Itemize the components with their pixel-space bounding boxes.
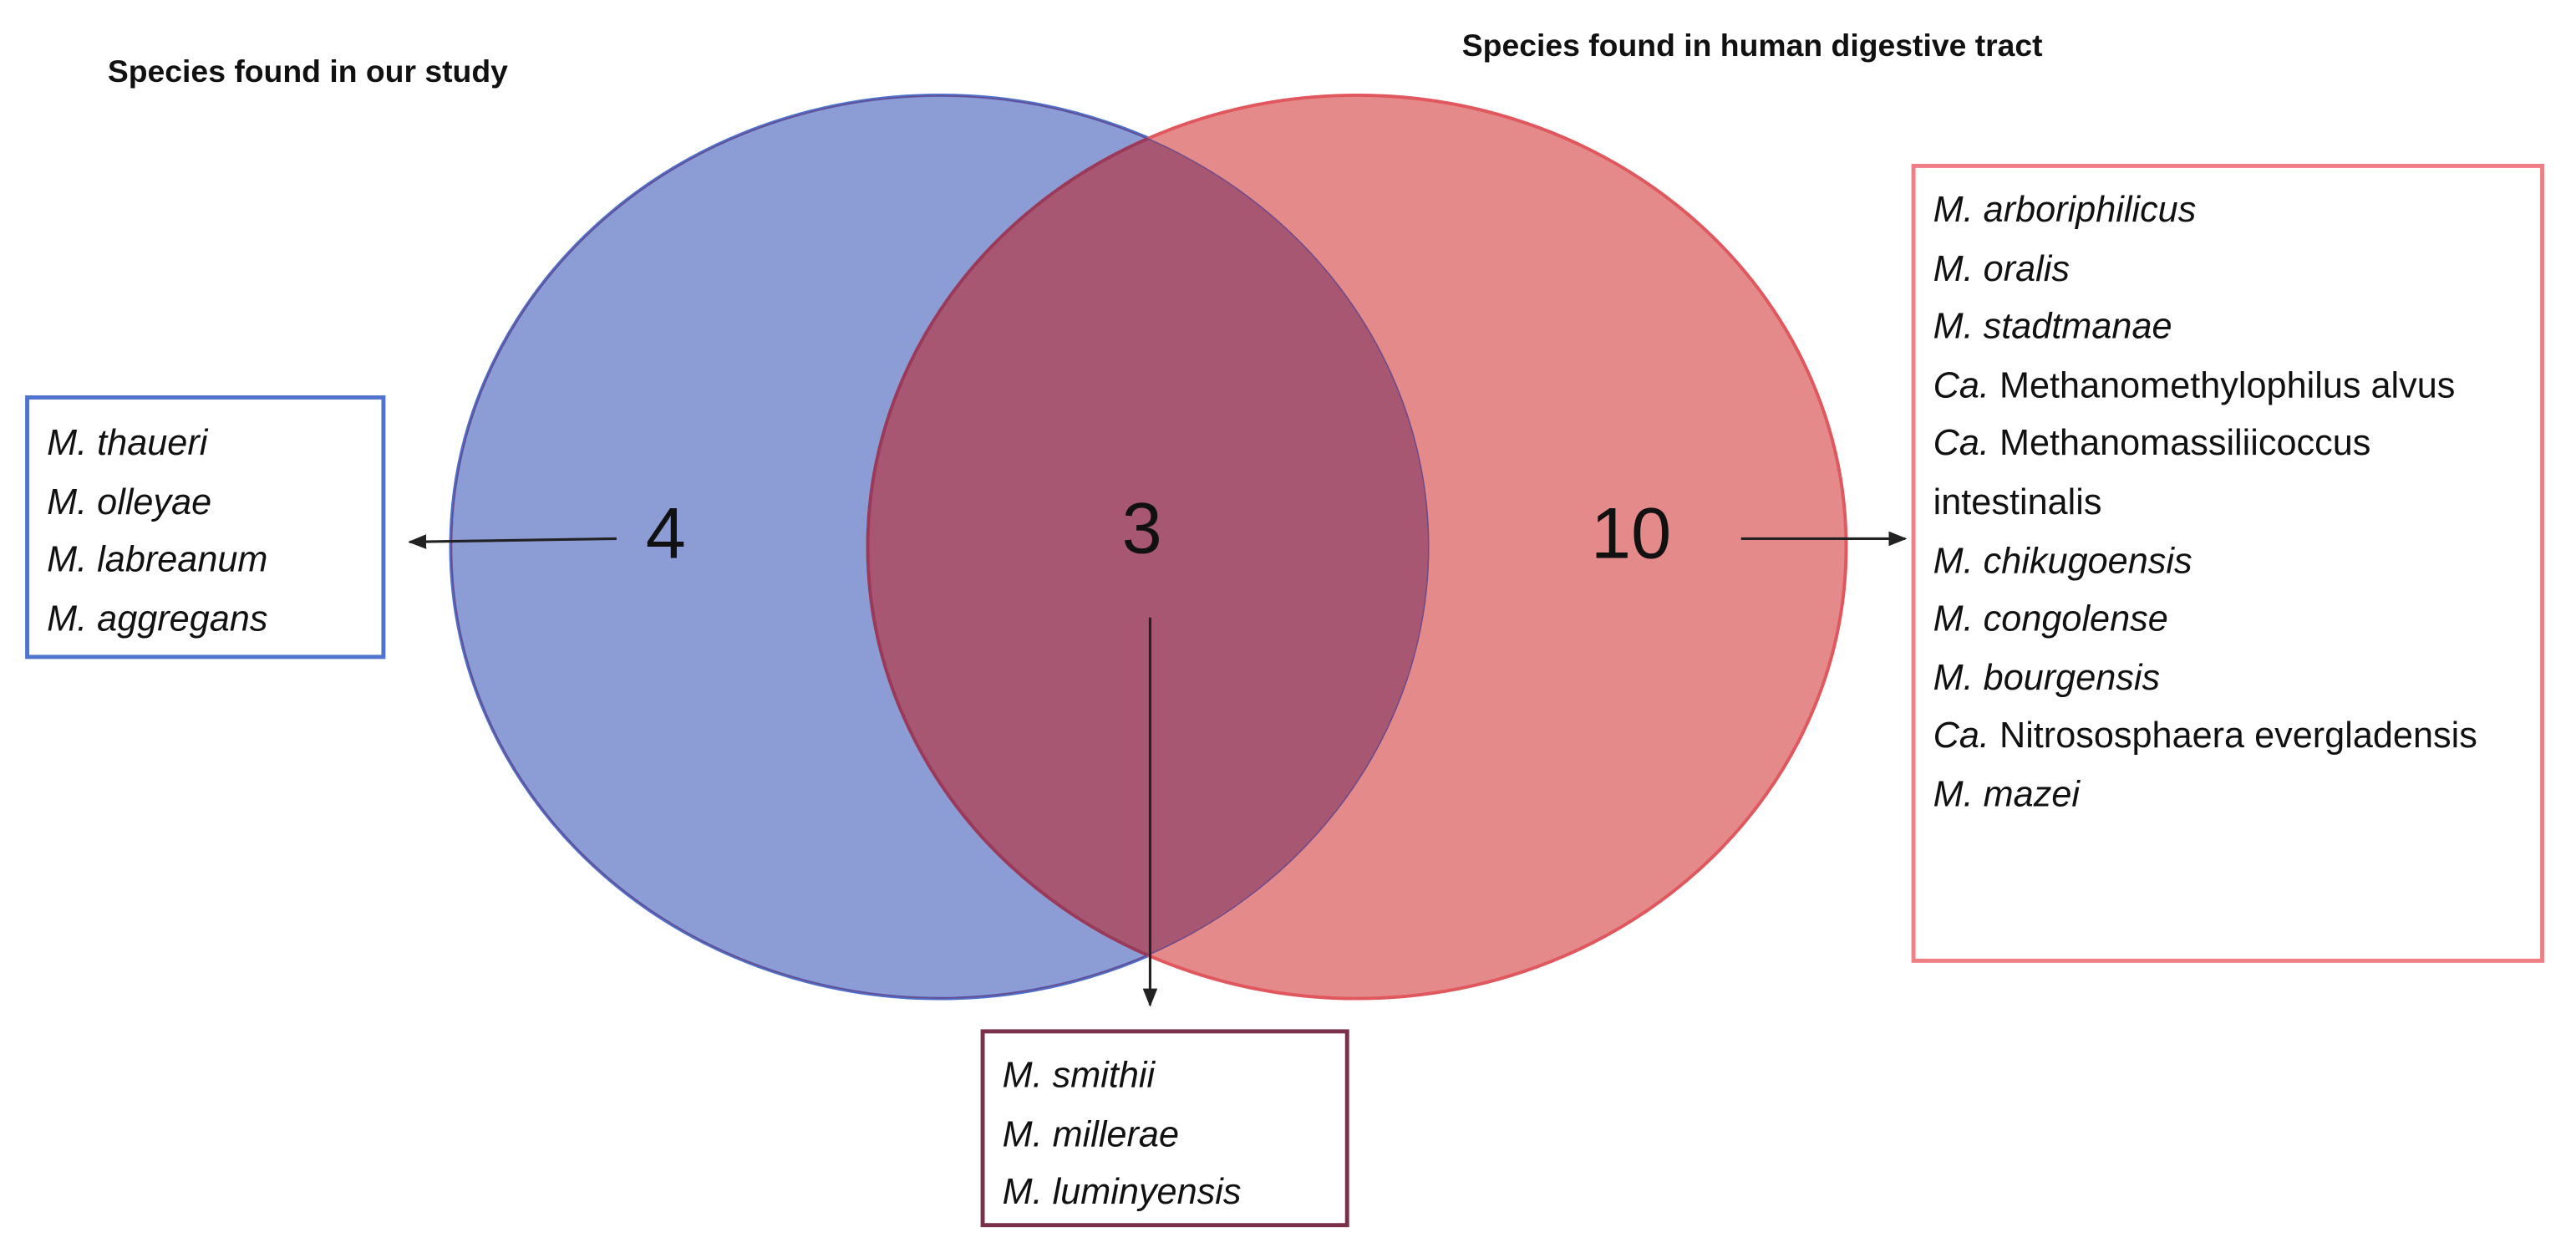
- species-entry: M. millerae: [1003, 1104, 1339, 1163]
- species-name: M. millerae: [1002, 1113, 1179, 1154]
- species-entry: M. smithii: [1003, 1047, 1339, 1105]
- species-name: M. aggregans: [47, 597, 268, 639]
- species-entry: Ca. Nitrososphaera evergladensis: [1933, 707, 2500, 766]
- species-name: M. luminyensis: [1002, 1171, 1242, 1213]
- species-entry: M. oralis: [1933, 239, 2500, 298]
- species-entry: M. luminyensis: [1003, 1163, 1339, 1221]
- intersection-region: [866, 94, 1430, 999]
- species-entry: M. stadtmanae: [1933, 298, 2500, 356]
- right-species-container: M. arboriphilicus M. oralis M. stadtmanae C…: [1933, 181, 2500, 823]
- species-name: Nitrososphaera evergladensis: [1999, 715, 2477, 756]
- left-count: 4: [646, 493, 686, 573]
- species-name: M. chikugoensis: [1933, 539, 2192, 581]
- left-arrow: [408, 534, 617, 549]
- species-entry: Ca. Methanomassiliicoccus intestinalis: [1933, 415, 2500, 532]
- species-name: M. arboriphilicus: [1933, 188, 2197, 231]
- left-species-container: M. thaueri M. olleyae M. labreanum M. aggre…: [47, 414, 375, 648]
- left-species-box: [25, 395, 386, 660]
- species-entry: M. aggregans: [47, 589, 375, 648]
- species-name: M. mazei: [1933, 773, 2081, 815]
- right-count: 10: [1591, 493, 1671, 573]
- species-name: M. olleyae: [47, 480, 212, 522]
- species-name: Methanomethylophilus alvus: [1999, 364, 2456, 405]
- intersection-species-container: M. smithii M. millerae M. luminyensis: [1003, 1047, 1339, 1222]
- species-prefix: Ca.: [1933, 364, 1989, 405]
- species-entry: M. labreanum: [47, 531, 375, 589]
- species-entry: M. congolense: [1933, 590, 2500, 649]
- species-name: M. labreanum: [47, 538, 268, 580]
- intersection-count: 3: [1122, 488, 1162, 568]
- species-name: M. smithii: [1002, 1054, 1156, 1096]
- species-entry: M. olleyae: [47, 472, 375, 531]
- species-name: M. thaueri: [47, 421, 208, 464]
- species-prefix: Ca.: [1933, 422, 1989, 464]
- species-entry: M. thaueri: [47, 414, 375, 472]
- species-prefix: Ca.: [1933, 715, 1989, 756]
- left-set-title: Species found in our study: [108, 53, 508, 89]
- intersection-species-list: M. smithii M. millerae M. luminyensis: [1003, 1047, 1339, 1222]
- species-entry: M. mazei: [1933, 765, 2500, 823]
- species-entry: M. bourgensis: [1933, 649, 2500, 707]
- species-entry: M. arboriphilicus: [1933, 181, 2500, 239]
- species-name: M. stadtmanae: [1933, 305, 2172, 347]
- species-name: M. bourgensis: [1933, 656, 2161, 698]
- right-set-title: Species found in human digestive tract: [1462, 28, 2043, 63]
- species-entry: M. chikugoensis: [1933, 532, 2500, 590]
- species-entry: Ca. Methanomethylophilus alvus: [1933, 356, 2500, 415]
- species-name: Methanomassiliicoccus intestinalis: [1933, 422, 2371, 522]
- species-name: M. congolense: [1933, 598, 2168, 639]
- left-species-list: M. thaueri M. olleyae M. labreanum M. aggre…: [47, 414, 375, 648]
- intersection-species-box: [980, 1029, 1349, 1228]
- species-name: M. oralis: [1933, 247, 2070, 288]
- right-species-list: M. arboriphilicus M. oralis M. stadtmanae C…: [1933, 181, 2500, 823]
- right-species-box: [1911, 163, 2545, 963]
